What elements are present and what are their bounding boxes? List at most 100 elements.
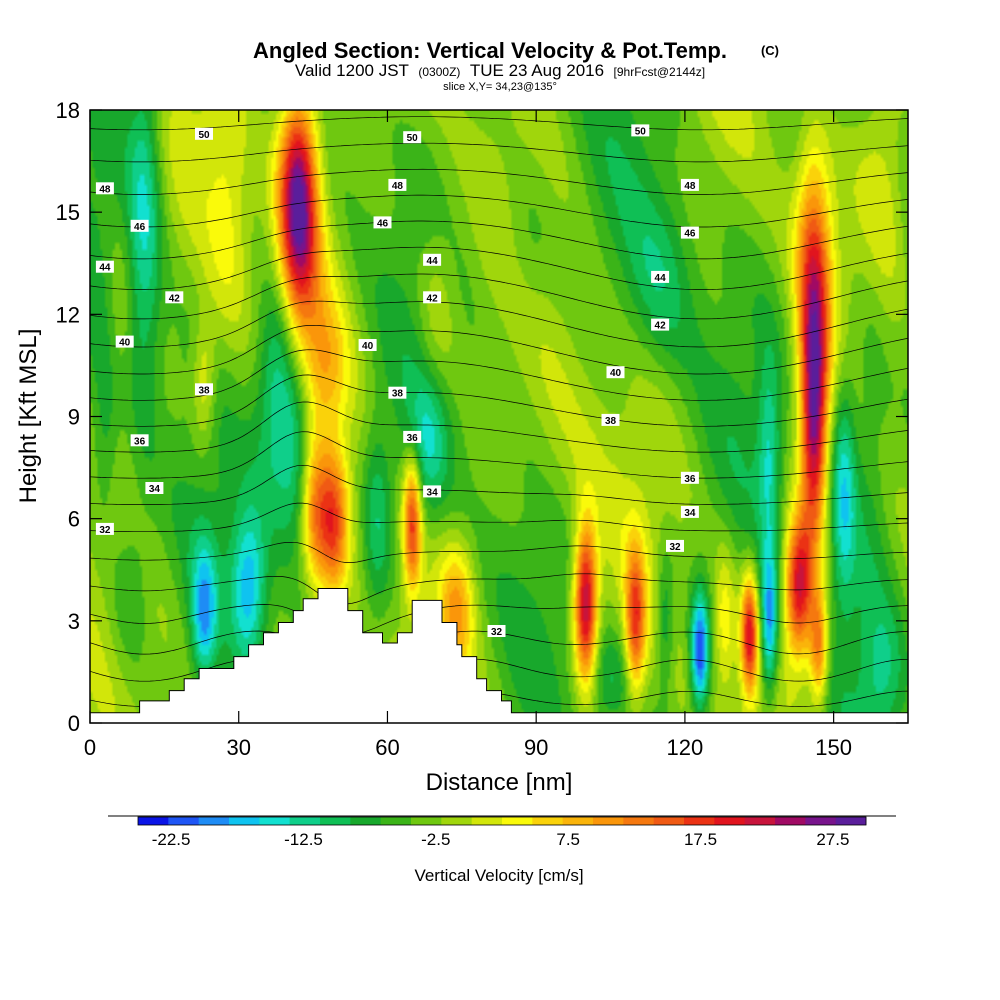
chart-title: Angled Section: Vertical Velocity & Pot.… (253, 38, 727, 63)
contour-label-bg (145, 482, 164, 494)
title-unit: (C) (761, 43, 779, 58)
colorbar-swatch (320, 817, 351, 825)
y-tick-label: 9 (68, 405, 80, 430)
valid-date: TUE 23 Aug 2016 (470, 61, 604, 80)
y-tick-label: 0 (68, 711, 80, 736)
contour-label: 48 (684, 181, 696, 192)
colorbar: -22.5 -12.5 -2.5 7.5 17.5 27.5 (108, 815, 896, 849)
contour-label: 44 (655, 273, 667, 284)
colorbar-label: -12.5 (284, 830, 323, 849)
contour-label: 38 (198, 385, 210, 396)
contour-label: 38 (392, 389, 404, 400)
colorbar-swatch (411, 817, 442, 825)
contour-label-bg (666, 539, 684, 552)
theta-contour-line (90, 541, 908, 563)
colorbar-swatch (289, 817, 321, 825)
contour-label-bg (165, 291, 184, 304)
contour-label-bg (601, 413, 620, 426)
colorbar-label: 17.5 (684, 830, 717, 849)
contour-label: 36 (134, 436, 146, 447)
x-tick-label: 0 (84, 735, 96, 760)
colorbar-label: -22.5 (152, 830, 191, 849)
theta-contour-line (90, 464, 908, 505)
contour-label: 32 (669, 542, 681, 553)
theta-contour-line (90, 431, 908, 479)
contour-label: 32 (99, 525, 111, 536)
colorbar-swatch (198, 817, 230, 825)
contour-label: 40 (119, 338, 131, 349)
contour-label-bg (95, 522, 114, 535)
contour-label: 38 (605, 416, 617, 427)
contour-label: 34 (149, 484, 161, 495)
contour-label: 44 (99, 263, 111, 274)
colorbar-swatch (744, 817, 776, 825)
velocity-heatmap (90, 110, 908, 723)
y-tick-label: 18 (56, 98, 80, 123)
chart-header: Angled Section: Vertical Velocity & Pot.… (253, 38, 779, 93)
valid-utc: (0300Z) (418, 65, 460, 79)
colorbar-swatch (229, 817, 260, 825)
contour-label-bg (423, 291, 442, 304)
contour-label-bg (631, 124, 650, 137)
contour-label-bg (680, 471, 699, 484)
contour-label: 36 (407, 433, 419, 444)
forecast-tag: [9hrFcst@2144z] (614, 65, 706, 79)
colorbar-swatch (532, 817, 564, 825)
contour-label-bg (680, 226, 699, 239)
contour-label-bg (95, 260, 114, 273)
contour-label-bg (680, 178, 699, 191)
contour-label-bg (487, 625, 506, 637)
theta-contour-line (90, 502, 908, 533)
contour-label-bg (606, 366, 625, 379)
contour-label: 46 (377, 218, 389, 229)
colorbar-swatch (805, 817, 837, 825)
contour-label-bg (423, 485, 442, 498)
x-tick-label: 120 (667, 735, 704, 760)
contour-label: 48 (99, 184, 111, 195)
contour-label-bg (373, 216, 392, 229)
contour-label: 42 (427, 293, 439, 304)
terrain-mask (90, 588, 908, 723)
theta-contour-line (90, 300, 908, 348)
contour-label-bg (388, 178, 407, 191)
plot-area: 50 48 46 44 42 40 38 36 34 32 50 48 46 44 42 40 38 36 34 32… (90, 110, 908, 723)
contour-label: 34 (684, 508, 696, 519)
contour-label: 46 (684, 229, 696, 240)
colorbar-swatch (502, 817, 533, 825)
contour-label-bg (651, 270, 670, 283)
contour-label: 50 (635, 126, 647, 137)
x-tick-label: 90 (524, 735, 548, 760)
x-axis-title: Distance [nm] (426, 769, 573, 796)
colorbar-swatch (441, 817, 473, 825)
contour-label: 34 (427, 487, 439, 498)
colorbar-swatch (168, 817, 200, 825)
contour-label-bg (130, 434, 149, 447)
contour-label: 40 (610, 368, 622, 379)
contour-label-bg (115, 335, 134, 348)
valid-prefix: Valid 1200 JST (295, 61, 409, 80)
y-tick-label: 3 (68, 609, 80, 634)
contour-label: 42 (169, 293, 181, 304)
x-tick-label: 60 (375, 735, 399, 760)
colorbar-swatch (714, 817, 746, 825)
x-axis: 0 30 60 90 120 150 (84, 110, 852, 760)
colorbar-swatch (623, 817, 655, 825)
contour-label-bg (130, 219, 149, 232)
contour-label: 48 (392, 181, 404, 192)
colorbar-swatch (593, 817, 624, 825)
contour-label-bg (195, 127, 213, 140)
valid-line: Valid 1200 JST (0300Z) TUE 23 Aug 2016 [… (295, 61, 705, 80)
colorbar-frame (137, 816, 867, 826)
colorbar-label: -2.5 (421, 830, 450, 849)
contour-label-bg (651, 318, 670, 331)
colorbar-swatch (684, 817, 715, 825)
contour-label: 50 (198, 130, 210, 141)
colorbar-label: 27.5 (816, 830, 849, 849)
theta-contour-line (90, 349, 908, 401)
colorbar-swatch (138, 817, 169, 825)
colorbar-swatch (380, 817, 412, 825)
contour-label: 46 (134, 222, 146, 233)
colorbar-swatch (653, 817, 685, 825)
theta-contour-line (90, 324, 908, 375)
